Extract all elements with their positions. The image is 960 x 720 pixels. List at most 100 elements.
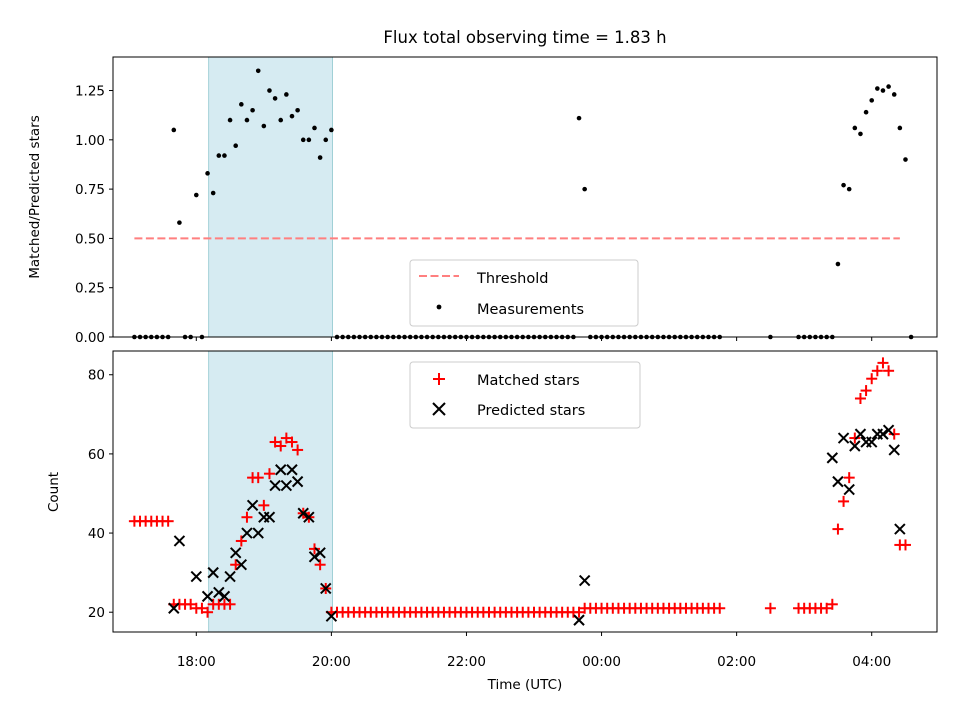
count-legend: Matched stars Predicted stars [409,361,641,429]
x-tick-label: 18:00 [177,654,216,670]
predicted-star-point [291,475,304,488]
predicted-star-point [314,547,326,559]
predicted-star-point [320,582,332,595]
x-axis-label: Time (UTC) [487,677,563,693]
measurement-point [841,182,846,188]
ratio-plot-frame [112,56,938,338]
measurement-point [891,92,897,97]
predicted-star-point [224,570,236,583]
predicted-star-point [297,507,309,519]
matched-star-point [292,444,304,456]
matched-star-point [275,440,287,452]
ratio-panel: 0.00 0.25 0.50 0.75 1.00 1.25 Flux total obse… [27,28,938,346]
measurement-point [295,107,300,113]
measurement-point [300,137,306,143]
count-plot-frame [112,350,938,633]
measurement-point [312,125,317,131]
y-tick-label: 80 [88,368,105,384]
matched-star-point [854,392,866,404]
measurement-point [863,109,869,115]
matched-star-point [849,432,861,444]
matched-stars-points [128,357,911,618]
measurement-point [875,86,880,91]
predicted-star-point [877,428,889,440]
count-x-ticks: 18:00 20:00 22:00 00:00 02:00 04:00 [177,632,891,670]
x-tick-label: 00:00 [582,654,621,670]
predicted-star-point [286,464,298,476]
predicted-star-point [303,511,315,523]
matched-star-point [269,436,281,448]
chart-title: Flux total observing time = 1.83 h [383,28,666,47]
matched-star-point [899,539,911,551]
matched-star-point [308,543,320,555]
measurement-point [177,220,182,225]
ratio-y-axis-label: Matched/Predicted stars [27,115,43,278]
count-shaded-span [208,350,333,633]
measurement-point [210,190,216,196]
predicted-star-point [826,452,839,464]
measurement-point [267,88,272,93]
predicted-star-point [849,440,861,452]
y-tick-label: 20 [88,605,105,621]
measurement-point [244,117,250,123]
measurement-point [239,102,244,107]
y-tick-label: 0.00 [75,330,105,346]
count-y-axis-label: Count [46,472,62,512]
legend-predicted-label: Predicted stars [477,403,585,419]
predicted-star-point [207,566,219,579]
measurement-point [582,186,587,192]
predicted-star-point [308,551,321,563]
predicted-star-point [235,559,248,571]
predicted-star-point [241,527,253,539]
y-tick-label: 40 [88,526,105,542]
predicted-star-point [263,511,276,523]
predicted-star-point [280,479,293,492]
predicted-star-point [854,428,867,440]
matched-star-point [838,495,850,507]
x-tick-label: 22:00 [447,654,486,670]
predicted-stars-points [168,424,906,626]
measurement-point [323,137,329,143]
measurement-point [576,115,582,121]
measurement-point [306,137,312,143]
matched-star-point [877,357,889,369]
measurement-point [255,68,261,74]
predicted-star-point [882,424,895,436]
count-y-ticks: 20 40 60 80 [88,368,113,621]
predicted-star-point [252,527,264,539]
matched-star-point [866,373,878,385]
predicted-star-point [894,523,906,535]
matched-star-point [280,432,292,444]
measurement-point [233,143,238,149]
predicted-star-point [325,610,338,622]
predicted-star-point [832,475,844,488]
matched-star-point [162,515,174,527]
predicted-star-point [218,590,231,603]
measurement-point [216,153,222,158]
predicted-star-point [573,614,585,626]
y-tick-label: 0.25 [75,281,105,297]
measurement-point [858,131,863,137]
measurement-point [284,92,289,97]
matched-star-point [764,602,776,614]
matched-star-point [230,559,242,571]
ratio-y-ticks: 0.00 0.25 0.50 0.75 1.00 1.25 [75,84,113,346]
measurement-point [880,88,886,93]
measurement-point [222,153,227,158]
predicted-star-point [888,444,900,456]
matched-star-point [883,365,895,377]
matched-star-point [258,499,270,511]
matched-star-point [832,523,844,535]
predicted-star-point [843,483,855,496]
predicted-star-point [275,464,287,476]
matched-star-point [252,472,264,484]
matched-star-point [573,606,585,618]
x-tick-label: 02:00 [717,654,756,670]
predicted-star-point [866,436,878,448]
legend-measurements-label: Measurements [477,302,584,318]
predicted-star-point [578,574,591,587]
predicted-star-point [201,590,214,603]
matched-star-point [843,472,855,484]
